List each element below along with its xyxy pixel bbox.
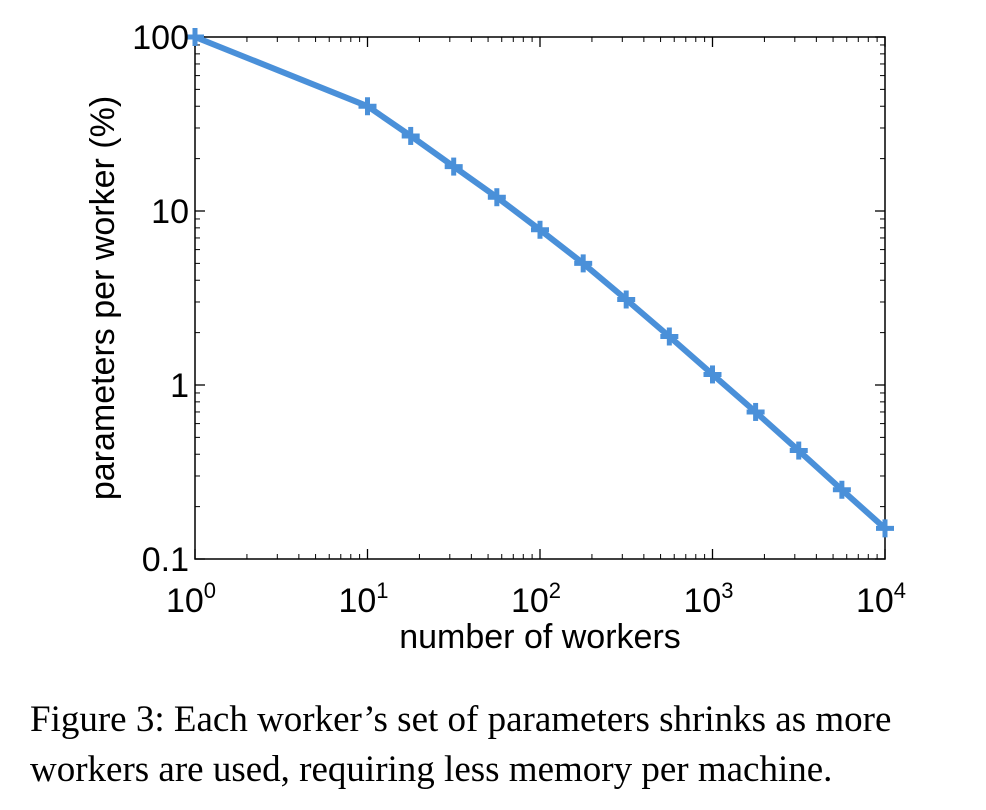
- y-tick-label: 10: [151, 193, 189, 231]
- major-ticks: [194, 36, 886, 560]
- data-point-marker: [186, 28, 204, 46]
- data-point-marker: [746, 402, 765, 421]
- minor-ticks: [195, 37, 885, 559]
- data-point-marker: [487, 188, 506, 207]
- data-point-marker: [444, 157, 463, 176]
- series-line: [192, 34, 888, 532]
- x-tick-label: 103: [683, 578, 733, 620]
- series-layer: [186, 28, 894, 538]
- y-tick-label: 100: [132, 19, 189, 57]
- y-axis-label: parameters per worker (%): [84, 96, 122, 500]
- data-point-marker: [531, 220, 549, 239]
- y-tick-label: 0.1: [142, 541, 189, 579]
- y-tick-label: 1: [170, 367, 189, 405]
- x-tick-label: 101: [338, 578, 388, 620]
- y-tick-labels: 0.1 1 10 100: [132, 19, 189, 579]
- data-point-marker: [574, 254, 593, 273]
- line-chart: 100 101 102 103 104 0.1 1 10 100 number of work…: [84, 19, 906, 656]
- data-point-marker: [832, 480, 851, 499]
- data-point-marker: [876, 519, 894, 538]
- x-axis-label: number of workers: [399, 618, 681, 656]
- data-point-marker: [703, 365, 722, 384]
- x-tick-label: 100: [166, 578, 216, 620]
- x-tick-labels: 100 101 102 103 104: [166, 578, 906, 620]
- x-tick-label: 104: [856, 578, 906, 620]
- figure-caption: Figure 3: Each worker’s set of parameter…: [30, 699, 892, 790]
- data-point-marker: [660, 327, 679, 346]
- x-tick-label: 102: [511, 578, 561, 620]
- data-point-marker: [789, 441, 808, 460]
- plot-frame: [194, 36, 886, 560]
- data-point-marker: [617, 290, 636, 309]
- data-point-marker: [401, 126, 420, 145]
- data-point-marker: [358, 97, 377, 116]
